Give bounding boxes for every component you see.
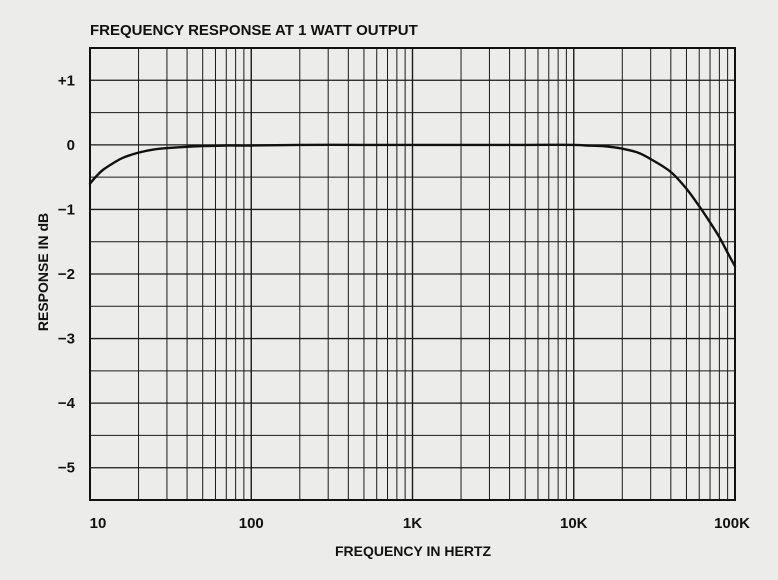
y-tick-labels: +1 0 −1 −2 −3 −4 −5	[58, 72, 76, 476]
y-axis-label: RESPONSE IN dB	[35, 213, 51, 331]
series-line	[88, 143, 737, 268]
x-tick-label: 100K	[714, 515, 750, 532]
plot-border	[89, 47, 736, 501]
x-tick-label: 10	[90, 515, 107, 532]
y-tick-label: −4	[58, 395, 76, 412]
grid	[89, 47, 735, 501]
plot-frame	[89, 47, 736, 501]
y-tick-label: −2	[58, 266, 75, 283]
y-tick-label: 0	[67, 137, 75, 154]
x-tick-label: 10K	[560, 515, 588, 532]
x-tick-label: 1K	[403, 515, 422, 532]
y-tick-label: +1	[58, 72, 75, 89]
x-axis-label: FREQUENCY IN HERTZ	[335, 543, 492, 559]
x-tick-labels: 10 100 1K 10K 100K	[90, 515, 750, 532]
y-tick-label: −5	[58, 460, 75, 477]
y-tick-label: −1	[58, 201, 75, 218]
chart-title: FREQUENCY RESPONSE AT 1 WATT OUTPUT	[90, 22, 418, 39]
x-tick-label: 100	[239, 515, 264, 532]
y-tick-label: −3	[58, 331, 75, 348]
